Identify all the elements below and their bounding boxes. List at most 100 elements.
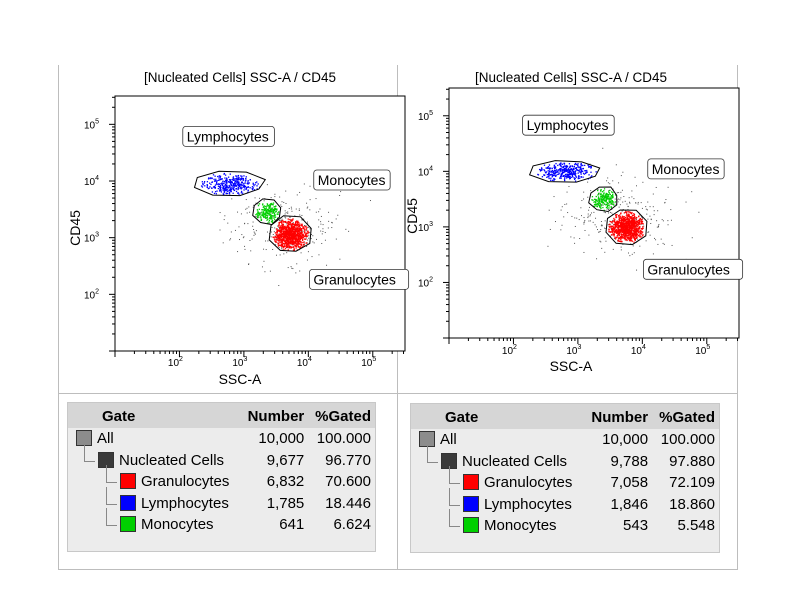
event-point xyxy=(210,183,212,186)
event-point xyxy=(242,186,244,188)
event-point xyxy=(297,225,299,227)
event-point xyxy=(277,245,280,247)
event-point xyxy=(638,223,640,225)
table-row[interactable]: Lymphocytes 1,785 18.446 xyxy=(68,486,375,515)
debris-point xyxy=(629,202,631,204)
debris-point xyxy=(299,270,301,272)
event-point xyxy=(282,246,284,249)
event-point xyxy=(217,179,220,181)
debris-point xyxy=(339,194,341,196)
gate-lymphocytes[interactable] xyxy=(193,170,267,197)
event-point xyxy=(621,236,623,238)
event-point xyxy=(615,236,618,238)
debris-point xyxy=(600,225,602,227)
event-point xyxy=(541,168,543,170)
event-point xyxy=(216,183,218,186)
event-point xyxy=(233,179,235,181)
event-point xyxy=(613,223,616,226)
gate-monocytes[interactable] xyxy=(252,198,282,226)
event-point xyxy=(301,228,303,230)
event-point xyxy=(283,220,285,223)
event-point xyxy=(605,201,607,203)
table-row[interactable]: Granulocytes 6,832 70.600 xyxy=(68,465,375,493)
event-point xyxy=(573,171,575,174)
debris-point xyxy=(571,215,573,217)
debris-point xyxy=(610,228,612,230)
gate-number: 10,000 xyxy=(258,430,305,448)
event-point xyxy=(545,167,547,169)
event-point xyxy=(240,187,242,189)
event-point xyxy=(640,221,642,223)
event-point xyxy=(268,213,270,215)
table-row[interactable]: Monocytes 543 5.548 xyxy=(411,509,719,537)
table-row[interactable]: Lymphocytes 1,846 18.860 xyxy=(411,487,719,516)
event-point xyxy=(218,175,220,177)
debris-point xyxy=(243,236,245,238)
event-point xyxy=(626,234,628,237)
event-point xyxy=(282,237,285,239)
event-point xyxy=(619,219,621,221)
event-point xyxy=(618,218,620,220)
event-point xyxy=(631,223,633,225)
debris-point xyxy=(311,256,313,258)
event-point xyxy=(206,184,209,187)
event-point xyxy=(203,182,205,184)
event-point xyxy=(220,186,222,189)
event-point xyxy=(238,181,240,183)
event-point xyxy=(275,241,277,243)
event-point xyxy=(641,218,643,221)
event-point xyxy=(298,222,300,224)
event-point xyxy=(616,224,618,226)
debris-point xyxy=(608,208,610,210)
event-point xyxy=(638,221,640,223)
table-row[interactable]: Nucleated Cells 9,788 97.880 xyxy=(411,444,719,473)
event-point xyxy=(611,222,613,224)
debris-point xyxy=(267,240,269,242)
debris-point xyxy=(622,201,624,203)
event-point xyxy=(636,233,638,235)
table-row[interactable]: Nucleated Cells 9,677 96.770 xyxy=(68,443,375,472)
table-row[interactable]: All 10,000 100.000 xyxy=(68,428,375,450)
event-point xyxy=(550,170,553,173)
event-point xyxy=(622,230,625,232)
event-point xyxy=(630,222,633,224)
event-point xyxy=(233,187,235,189)
event-point xyxy=(629,236,632,238)
table-row[interactable]: Granulocytes 7,058 72.109 xyxy=(411,466,719,494)
gate-lymphocytes[interactable] xyxy=(528,160,601,183)
gate-label-granulocytes: Granulocytes xyxy=(313,271,395,287)
debris-point xyxy=(608,190,610,192)
event-point xyxy=(238,176,240,179)
debris-point xyxy=(661,219,663,221)
table-row[interactable]: Monocytes 641 6.624 xyxy=(68,508,375,536)
debris-point xyxy=(279,196,281,198)
debris-point xyxy=(319,208,321,210)
gate-pct-gated: 72.109 xyxy=(669,474,715,492)
event-point xyxy=(282,228,284,230)
gate-pct-gated: 97.880 xyxy=(669,452,715,470)
gate-granulocytes[interactable] xyxy=(605,209,648,246)
debris-point xyxy=(604,251,606,253)
event-point xyxy=(624,222,626,224)
debris-point xyxy=(299,214,301,216)
event-point xyxy=(269,218,271,220)
debris-point xyxy=(270,231,272,233)
event-point xyxy=(627,220,630,223)
event-point xyxy=(286,246,289,248)
debris-point xyxy=(671,244,673,246)
table-row[interactable]: All 10,000 100.000 xyxy=(411,429,719,451)
event-point xyxy=(297,222,299,224)
debris-point xyxy=(607,177,609,179)
event-point xyxy=(306,235,308,237)
debris-point xyxy=(641,217,643,219)
event-point xyxy=(608,196,610,198)
event-point xyxy=(279,231,281,234)
debris-point xyxy=(306,207,308,209)
gate-monocytes[interactable] xyxy=(588,186,618,213)
event-point xyxy=(253,185,255,187)
event-point xyxy=(302,237,304,239)
event-point xyxy=(597,194,599,196)
event-point xyxy=(547,174,550,176)
gate-granulocytes[interactable] xyxy=(268,215,312,252)
event-point xyxy=(304,226,307,228)
